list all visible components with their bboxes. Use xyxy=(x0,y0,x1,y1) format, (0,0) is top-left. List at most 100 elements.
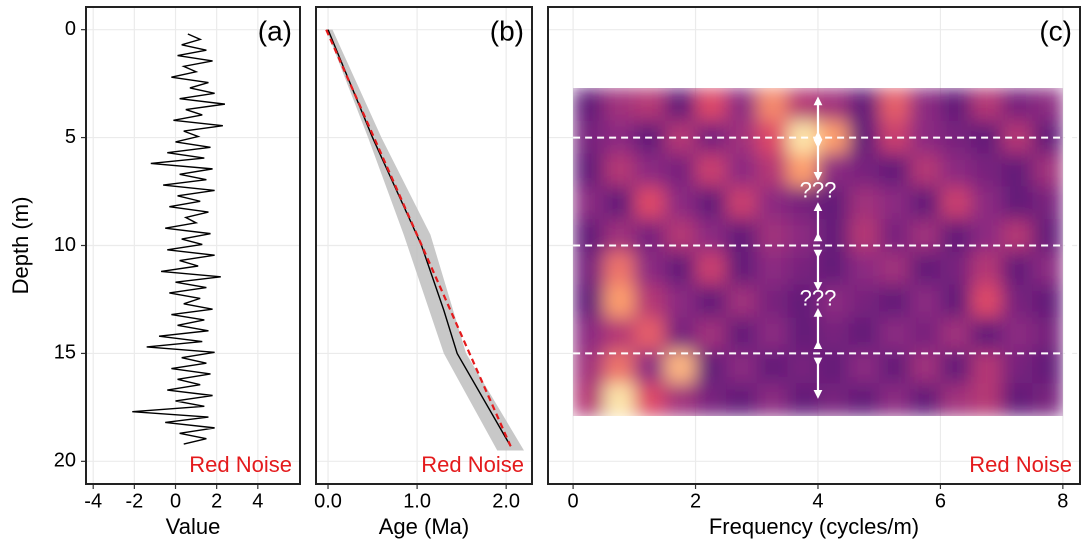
heat-cell xyxy=(971,186,1003,220)
heat-cell xyxy=(573,251,605,286)
heat-cell xyxy=(879,383,911,417)
heat-cell xyxy=(940,350,972,384)
heat-cell xyxy=(573,87,605,122)
heat-cell xyxy=(848,87,880,122)
heat-cell xyxy=(695,219,727,253)
heat-cell xyxy=(603,153,635,187)
panel-label: (a) xyxy=(258,15,292,46)
series-line xyxy=(132,33,225,445)
heat-cell xyxy=(1032,219,1063,253)
heat-cell xyxy=(971,251,1003,286)
heat-cell xyxy=(940,219,972,253)
heat-cell xyxy=(664,383,697,417)
heat-cell xyxy=(695,186,727,220)
heat-cell xyxy=(634,153,666,187)
heat-cell xyxy=(1032,350,1063,384)
heat-cell xyxy=(879,120,911,155)
heat-cell xyxy=(634,350,666,384)
x-tick-label: 0 xyxy=(568,490,579,512)
heat-cell xyxy=(664,186,697,220)
heat-cell xyxy=(879,284,911,319)
heat-cell xyxy=(695,87,727,122)
heat-cell xyxy=(909,284,941,319)
heat-cell xyxy=(971,219,1003,253)
heat-cell xyxy=(603,87,635,122)
x-tick-label: -2 xyxy=(125,490,143,512)
heat-cell xyxy=(695,383,727,417)
heat-cell xyxy=(695,350,727,384)
heat-cell xyxy=(756,383,788,417)
heat-cell xyxy=(664,317,697,351)
panel-frame xyxy=(85,6,301,485)
heat-cell xyxy=(879,350,911,384)
x-tick-label: 2 xyxy=(690,490,701,512)
heat-cell xyxy=(1001,219,1033,253)
heat-cell xyxy=(817,87,850,122)
y-tick-label: 0 xyxy=(65,18,76,40)
y-tick-label: 5 xyxy=(65,126,76,148)
y-axis-label: Depth (m) xyxy=(8,197,33,295)
heat-cell xyxy=(603,350,635,384)
heat-cell xyxy=(971,383,1003,417)
panel-note: Red Noise xyxy=(969,452,1072,477)
heat-cell xyxy=(787,87,819,122)
panel-frame xyxy=(315,6,533,485)
heat-cell xyxy=(573,153,605,187)
heat-cell xyxy=(756,87,788,122)
heat-cell xyxy=(726,350,758,384)
heat-cell xyxy=(1032,186,1063,220)
x-tick-label: 8 xyxy=(1057,490,1068,512)
heat-cell xyxy=(1001,251,1033,286)
heat-cell xyxy=(664,350,697,384)
heat-cell xyxy=(848,186,880,220)
heat-cell xyxy=(1032,284,1063,319)
heat-cell xyxy=(573,284,605,319)
heat-cell xyxy=(634,219,666,253)
heat-cell xyxy=(817,219,850,253)
heat-cell xyxy=(726,251,758,286)
heat-cell xyxy=(756,219,788,253)
series-line xyxy=(325,29,512,447)
heat-cell xyxy=(664,87,697,122)
heat-cell xyxy=(664,219,697,253)
heat-cell xyxy=(573,383,605,417)
heat-cell xyxy=(787,383,819,417)
heat-cell xyxy=(940,153,972,187)
heat-cell xyxy=(695,251,727,286)
x-axis-label: Value xyxy=(166,514,221,539)
heat-cell xyxy=(940,383,972,417)
heat-cell xyxy=(940,317,972,351)
heat-cell xyxy=(726,284,758,319)
heat-cell xyxy=(695,284,727,319)
x-tick-label: -4 xyxy=(84,490,102,512)
heat-cell xyxy=(787,153,819,187)
heat-cell xyxy=(909,219,941,253)
heat-cell xyxy=(848,317,880,351)
heat-cell xyxy=(756,350,788,384)
series-line xyxy=(327,29,512,447)
panel-note: Red Noise xyxy=(421,452,524,477)
x-tick-label: 1.0 xyxy=(403,490,431,512)
heat-cell xyxy=(1001,284,1033,319)
heat-cell xyxy=(971,153,1003,187)
heat-cell xyxy=(940,120,972,155)
heat-cell xyxy=(1001,186,1033,220)
x-tick-label: 6 xyxy=(935,490,946,512)
heat-cell xyxy=(817,284,850,319)
heat-cell xyxy=(664,284,697,319)
x-tick-label: 2 xyxy=(211,490,222,512)
heat-cell xyxy=(787,251,819,286)
heat-cell xyxy=(940,186,972,220)
panel-note: Red Noise xyxy=(189,452,292,477)
heat-cell xyxy=(940,284,972,319)
heat-cell xyxy=(817,153,850,187)
annotation: ??? xyxy=(800,177,837,202)
heat-cell xyxy=(817,120,850,155)
heat-cell xyxy=(695,317,727,351)
heat-cell xyxy=(1032,317,1063,351)
heat-cell xyxy=(1032,251,1063,286)
heat-cell xyxy=(787,284,819,319)
heat-cell xyxy=(909,87,941,122)
heat-cell xyxy=(848,350,880,384)
